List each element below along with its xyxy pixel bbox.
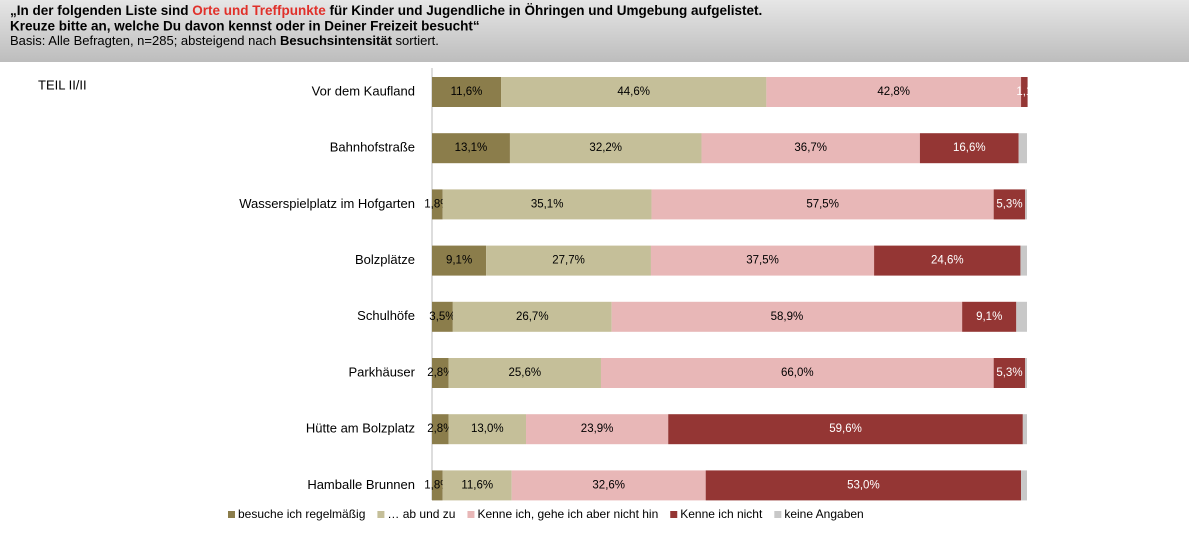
- title-text: für Kinder und Jugendliche in Öhringen u…: [326, 3, 763, 18]
- legend-label: Kenne ich, gehe ich aber nicht hin: [477, 507, 658, 521]
- bar-segment: [432, 133, 510, 164]
- value-label: 59,6%: [829, 423, 862, 435]
- bar-segment: [432, 414, 449, 445]
- bar-segment: [432, 189, 443, 220]
- bar-segment: [448, 414, 527, 445]
- category-label: Bolzplätze: [355, 252, 415, 267]
- bar-segment: [452, 301, 612, 332]
- value-label: 42,8%: [877, 86, 910, 98]
- legend-swatch: [377, 511, 385, 518]
- value-label: 57,5%: [806, 198, 839, 210]
- bar-segment: [874, 245, 1021, 276]
- value-label: 13,1%: [455, 142, 488, 154]
- value-label: 9,1%: [976, 311, 1002, 323]
- bar-segment: [1018, 133, 1027, 164]
- bar-segment: [526, 414, 669, 445]
- bar-segment: [501, 77, 767, 107]
- bar-segment: [766, 77, 1022, 107]
- title-line2: Kreuze bitte an, welche Du davon kennst …: [10, 19, 480, 34]
- bar-segment: [993, 358, 1026, 388]
- bar-segment: [448, 358, 601, 388]
- value-label: 2,8%: [427, 367, 453, 379]
- bar-segment: [432, 301, 453, 332]
- value-label: 44,6%: [617, 86, 650, 98]
- bar-segment: [432, 358, 449, 388]
- bar-segment: [1022, 414, 1027, 445]
- bar-segment: [432, 470, 443, 501]
- bar-segment: [993, 189, 1026, 220]
- header-band: [0, 0, 1189, 62]
- basis: Basis: Alle Befragten, n=285; absteigend…: [10, 33, 439, 48]
- bar-segment: [701, 133, 920, 164]
- value-label: 11,6%: [461, 479, 493, 491]
- legend-swatch: [228, 511, 235, 518]
- value-label: 9,1%: [446, 255, 472, 267]
- bar-segment: [1021, 470, 1027, 501]
- value-label: 53,0%: [847, 479, 880, 491]
- bar-segment: [432, 77, 502, 107]
- value-label: 27,7%: [552, 255, 585, 267]
- legend-label: Kenne ich nicht: [680, 507, 763, 521]
- value-label: 26,7%: [516, 311, 549, 323]
- bar-segment: [611, 301, 963, 332]
- value-label: 13,0%: [471, 423, 504, 435]
- value-label: 5,3%: [996, 367, 1022, 379]
- bar-segment: [486, 245, 651, 276]
- bar-segment: [651, 189, 994, 220]
- bar-segment: [1025, 189, 1027, 220]
- bar-segment: [442, 189, 652, 220]
- value-label: 24,6%: [931, 255, 964, 267]
- value-label: 36,7%: [794, 142, 827, 154]
- category-label: Wasserspielplatz im Hofgarten: [239, 196, 415, 211]
- value-label: 66,0%: [781, 367, 814, 379]
- legend-label: keine Angaben: [784, 507, 863, 521]
- category-label: Bahnhofstraße: [330, 140, 415, 155]
- bar-segment: [509, 133, 702, 164]
- bar-segment: [919, 133, 1019, 164]
- bar-segment: [1016, 301, 1027, 332]
- legend-swatch: [670, 511, 678, 518]
- bar-segment: [1025, 358, 1027, 388]
- category-label: Parkhäuser: [349, 364, 416, 379]
- bar-segment: [650, 245, 875, 276]
- value-label: 5,3%: [996, 198, 1022, 210]
- bar-segment: [962, 301, 1017, 332]
- legend-swatch: [467, 511, 475, 518]
- category-label: Hütte am Bolzplatz: [306, 421, 415, 436]
- value-label: 25,6%: [509, 367, 542, 379]
- category-label: Vor dem Kaufland: [312, 83, 415, 98]
- value-label: 2,8%: [427, 423, 453, 435]
- part-label: TEIL II/II: [38, 77, 87, 92]
- value-label: 37,5%: [746, 255, 779, 267]
- value-label: 16,6%: [953, 142, 986, 154]
- category-label: Schulhöfe: [357, 308, 415, 323]
- value-label: 1,1: [1016, 86, 1032, 98]
- legend-label: besuche ich regelmäßig: [238, 507, 365, 521]
- basis-bold: Besuchsintensität: [280, 33, 393, 48]
- value-label: 32,2%: [589, 142, 622, 154]
- value-label: 58,9%: [771, 311, 804, 323]
- title-text: „In der folgenden Liste sind: [10, 3, 192, 18]
- bar-segment: [1021, 77, 1028, 107]
- title: „In der folgenden Liste sind Orte und Tr…: [10, 3, 762, 18]
- basis-text: sortiert.: [392, 33, 439, 48]
- bar-segment: [432, 245, 487, 276]
- bar-segment: [668, 414, 1023, 445]
- bar-segment: [1020, 245, 1027, 276]
- title-highlight: Orte und Treffpunkte: [192, 3, 326, 18]
- legend-swatch: [774, 511, 782, 518]
- value-label: 11,6%: [451, 86, 483, 98]
- bar-segment: [600, 358, 994, 388]
- bar-segment: [442, 470, 512, 501]
- legend-label: … ab und zu: [387, 507, 455, 521]
- value-label: 23,9%: [581, 423, 614, 435]
- value-label: 32,6%: [592, 479, 625, 491]
- bar-segment: [511, 470, 706, 501]
- value-label: 35,1%: [531, 198, 564, 210]
- value-label: 3,5%: [429, 311, 455, 323]
- bar-segment: [705, 470, 1022, 501]
- category-label: Hamballe Brunnen: [307, 477, 415, 492]
- basis-text: Basis: Alle Befragten, n=285; absteigend…: [10, 33, 280, 48]
